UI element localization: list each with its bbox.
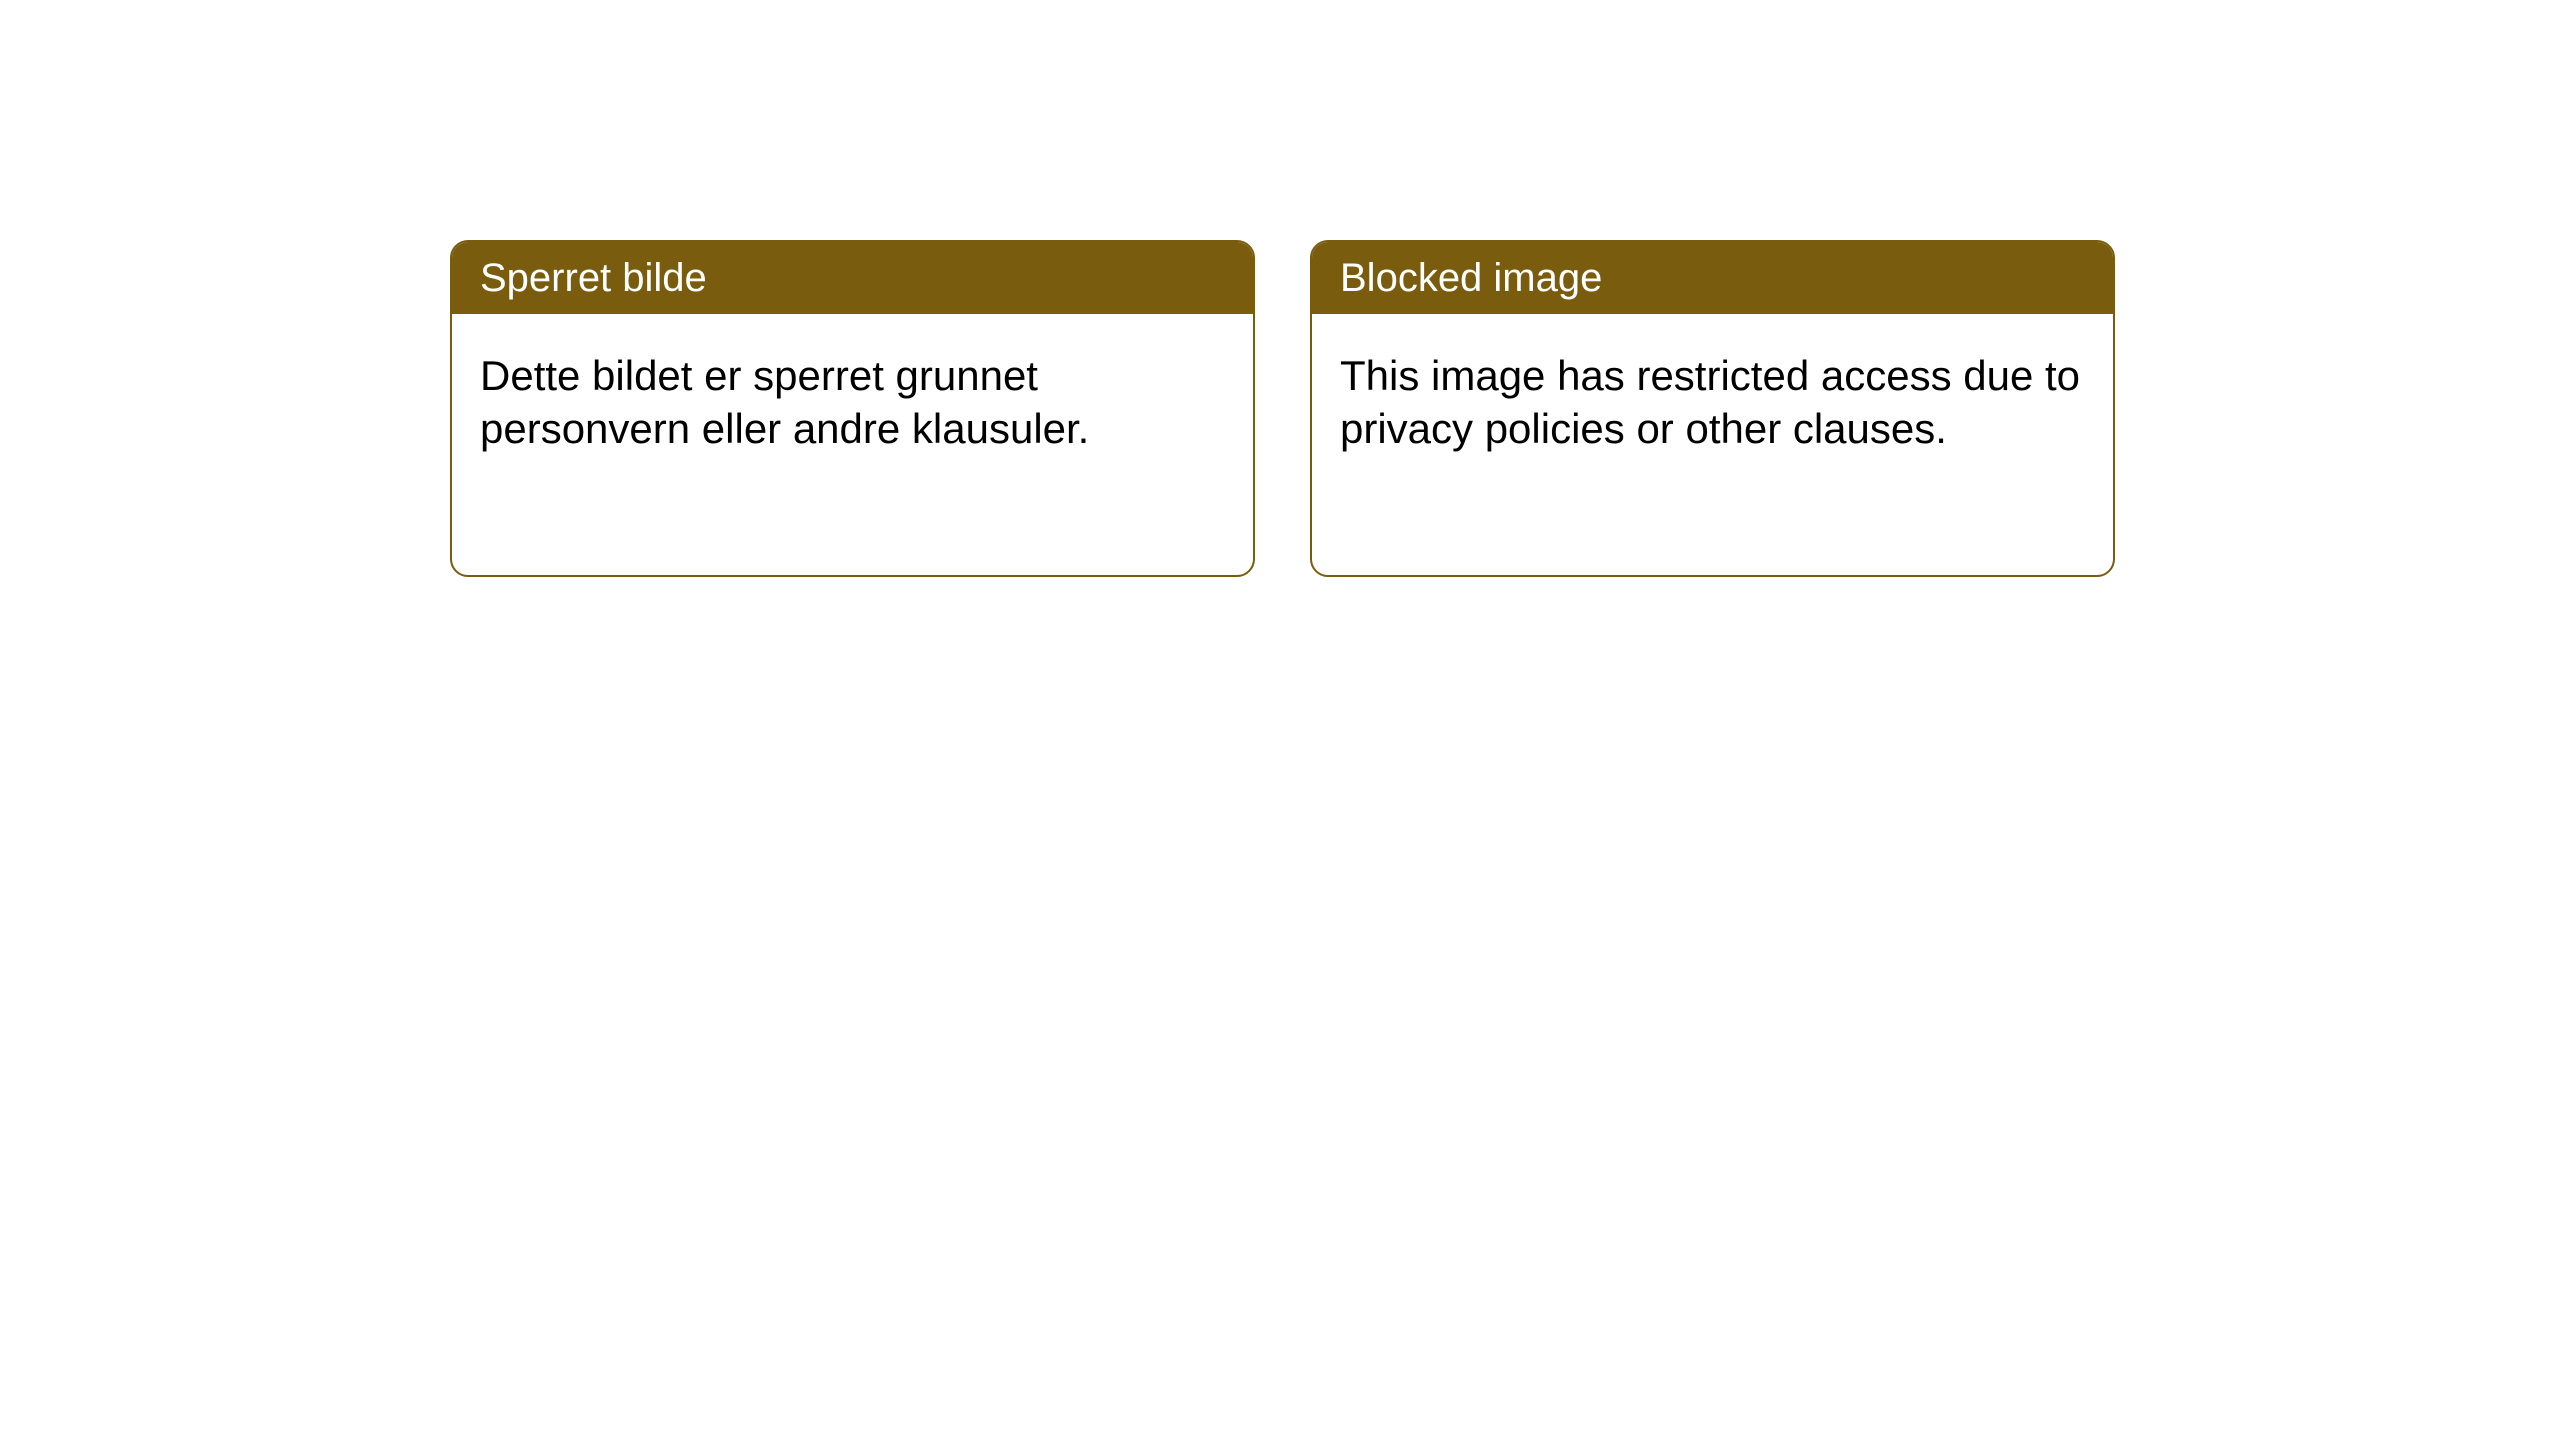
- notice-container: Sperret bilde Dette bildet er sperret gr…: [450, 240, 2115, 577]
- notice-title-english: Blocked image: [1312, 242, 2113, 314]
- notice-card-english: Blocked image This image has restricted …: [1310, 240, 2115, 577]
- notice-card-norwegian: Sperret bilde Dette bildet er sperret gr…: [450, 240, 1255, 577]
- notice-title-norwegian: Sperret bilde: [452, 242, 1253, 314]
- notice-body-english: This image has restricted access due to …: [1312, 314, 2113, 491]
- notice-body-norwegian: Dette bildet er sperret grunnet personve…: [452, 314, 1253, 491]
